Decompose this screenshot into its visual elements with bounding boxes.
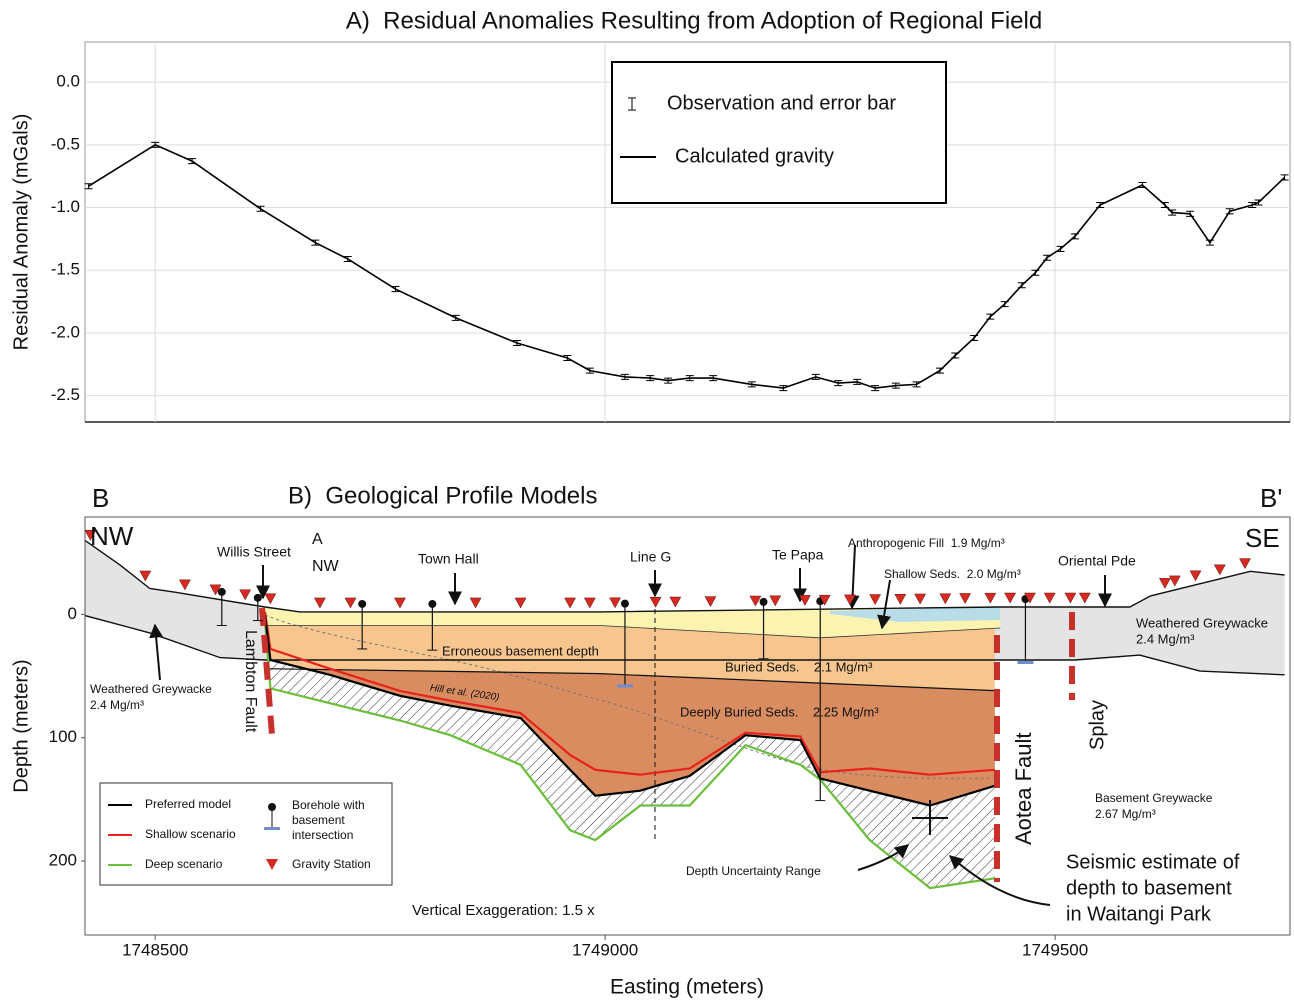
y-tick-label: -2.5 [51,385,80,404]
annotation: Weathered Greywacke [1136,615,1268,630]
annotation: 2.67 Mg/m³ [1095,807,1156,821]
y-tick-label: 0 [68,604,77,623]
borehole-top [254,594,262,602]
x-tick-label: 1749500 [1022,940,1088,959]
y-tick-label: 100 [49,727,77,746]
y-tick-label: -1.0 [51,197,80,216]
legend-label: intersection [292,828,353,842]
annotation: Deeply Buried Seds. 2.25 Mg/m³ [680,704,879,719]
borehole-top [428,600,436,608]
x-tick-label: 1748500 [122,940,188,959]
y-axis-label: Residual Anomaly (mGals) [10,114,32,351]
legend-label: Observation and error bar [667,92,896,114]
legend-borehole [264,827,280,830]
x-tick-label: 1749000 [572,940,638,959]
annotation: B [92,483,109,513]
annotation: Weathered Greywacke [90,682,212,696]
legend-label: Borehole with [292,798,365,812]
legend-label: Preferred model [145,797,231,811]
y-tick-label: 200 [49,851,77,870]
figure: 0.0 -0.5 -1.0 -1.5 -2.0 -2.5 A) Residual Anom… [0,0,1294,1002]
annotation: Aotea Fault [1011,732,1036,845]
borehole-top [358,600,366,608]
annotation: Te Papa [772,547,824,563]
annotation: SE [1245,523,1280,553]
annotation: Line G [630,549,671,565]
annotation: Anthropogenic Fill 1.9 Mg/m³ [848,536,1005,550]
annotation: Willis Street [217,544,291,560]
annotation: 2.4 Mg/m³ [90,698,144,712]
legend [612,62,946,203]
y-tick-label: 0.0 [56,72,80,91]
annotation: Vertical Exaggeration: 1.5 x [412,902,595,919]
legend-label: Shallow scenario [145,827,236,841]
page: {"chart_data":[ {"type":"line","title":"… [0,0,1294,1002]
annotation: NW [312,558,340,575]
legend-label: basement [292,813,345,827]
annotation: 2.4 Mg/m³ [1136,631,1195,646]
y-tick-label: -2.0 [51,322,80,341]
annotation: Depth Uncertainty Range [686,864,821,878]
annotation: A [312,531,323,548]
error-bar [1206,240,1214,245]
y-tick-label: -0.5 [51,134,80,153]
y-axis-label: Depth (meters) [10,659,32,792]
x-axis-label: Easting (meters) [610,976,764,999]
annotation: B' [1260,483,1282,513]
chart-title: B) Geological Profile Models [288,482,597,509]
annotation: Basement Greywacke [1095,791,1213,805]
annotation: Lambton Fault [242,630,259,733]
basement-intersection [1017,661,1033,664]
annotation: NW [90,521,134,551]
borehole-top [218,588,226,596]
annotation: Buried Seds. 2.1 Mg/m³ [725,659,873,674]
annotation: Oriental Pde [1058,553,1136,569]
chart-title: A) Residual Anomalies Resulting from Ado… [346,7,1042,34]
legend-label: Calculated gravity [675,145,834,167]
basement-intersection [617,684,633,687]
annotation: depth to basement [1066,877,1232,899]
annotation: Seismic estimate of [1066,851,1240,873]
borehole-top [760,598,768,606]
annotation: Town Hall [418,551,479,567]
annotation: Erroneous basement depth [442,643,599,658]
legend-label: Deep scenario [145,857,223,871]
annotation: Splay [1086,700,1108,750]
borehole-top [621,600,629,608]
annotation: in Waitangi Park [1066,903,1212,925]
annotation: Shallow Seds. 2.0 Mg/m³ [884,567,1021,581]
y-tick-label: -1.5 [51,260,80,279]
legend-label: Gravity Station [292,857,371,871]
